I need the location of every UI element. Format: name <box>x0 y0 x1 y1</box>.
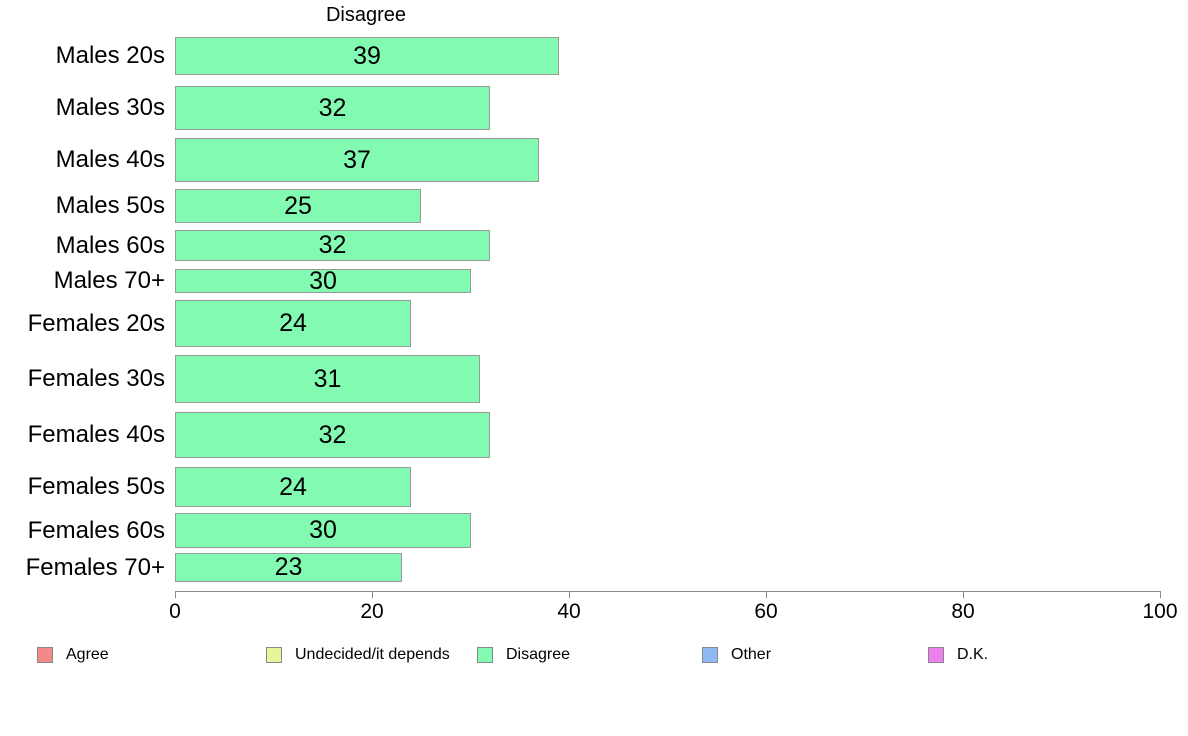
category-label: Males 20s <box>55 42 165 69</box>
legend-item: Agree <box>37 646 109 664</box>
x-tick <box>766 591 767 598</box>
legend-swatch-icon <box>266 647 282 663</box>
x-tick-label: 60 <box>754 600 778 623</box>
x-tick <box>175 591 176 598</box>
bar: 32 <box>175 230 490 261</box>
x-tick <box>372 591 373 598</box>
legend-swatch-icon <box>928 647 944 663</box>
bar: 32 <box>175 86 490 130</box>
category-label: Males 60s <box>55 231 165 259</box>
bar: 32 <box>175 412 490 458</box>
legend-item: Other <box>702 646 771 664</box>
category-label: Males 40s <box>55 146 165 173</box>
legend-label: Undecided/it depends <box>295 646 450 663</box>
x-axis-line <box>175 591 1160 592</box>
category-label: Females 50s <box>27 473 165 500</box>
bar-value-label: 30 <box>309 516 337 544</box>
legend-item: D.K. <box>928 646 988 664</box>
bar-value-label: 32 <box>318 93 347 122</box>
legend-swatch-icon <box>702 647 718 663</box>
bar: 25 <box>175 189 421 223</box>
x-tick-label: 100 <box>1142 600 1178 623</box>
bar: 24 <box>175 300 411 347</box>
bar-value-label: 39 <box>353 41 381 70</box>
x-tick-label: 40 <box>557 600 581 623</box>
bar: 31 <box>175 355 480 403</box>
bar-value-label: 37 <box>343 145 371 174</box>
bar: 24 <box>175 467 411 507</box>
x-tick <box>569 591 570 598</box>
legend-swatch-icon <box>37 647 53 663</box>
x-tick-label: 20 <box>360 600 384 623</box>
bar-value-label: 32 <box>318 231 347 259</box>
category-label: Females 20s <box>27 309 165 337</box>
legend-item: Disagree <box>477 646 570 664</box>
x-tick-label: 80 <box>951 600 975 623</box>
category-label: Females 30s <box>27 365 165 392</box>
category-label: Females 60s <box>27 516 165 544</box>
bar-value-label: 30 <box>309 266 337 295</box>
legend-item: Undecided/it depends <box>266 646 450 664</box>
bar-value-label: 25 <box>284 191 312 220</box>
category-label: Males 50s <box>55 192 165 219</box>
x-tick <box>1160 591 1161 598</box>
x-tick-label: 0 <box>169 600 181 623</box>
bar: 30 <box>175 513 471 548</box>
bar-value-label: 24 <box>279 309 307 337</box>
category-label: Females 70+ <box>25 553 165 581</box>
bar-value-label: 32 <box>318 420 347 449</box>
bar: 23 <box>175 553 402 582</box>
legend-label: Other <box>731 646 772 663</box>
legend-label: D.K. <box>957 646 989 663</box>
bar-value-label: 24 <box>279 472 307 501</box>
category-label: Females 40s <box>27 421 165 448</box>
bar: 39 <box>175 37 559 75</box>
x-tick <box>963 591 964 598</box>
bar: 30 <box>175 266 471 295</box>
bar: 37 <box>175 138 539 182</box>
category-label: Males 70+ <box>53 267 165 294</box>
legend-label: Agree <box>66 646 109 663</box>
bar-value-label: 23 <box>274 553 303 581</box>
chart-title: Disagree <box>325 4 407 26</box>
bar-value-label: 31 <box>313 364 342 393</box>
legend-swatch-icon <box>477 647 493 663</box>
category-label: Males 30s <box>55 94 165 121</box>
legend-label: Disagree <box>506 646 571 663</box>
